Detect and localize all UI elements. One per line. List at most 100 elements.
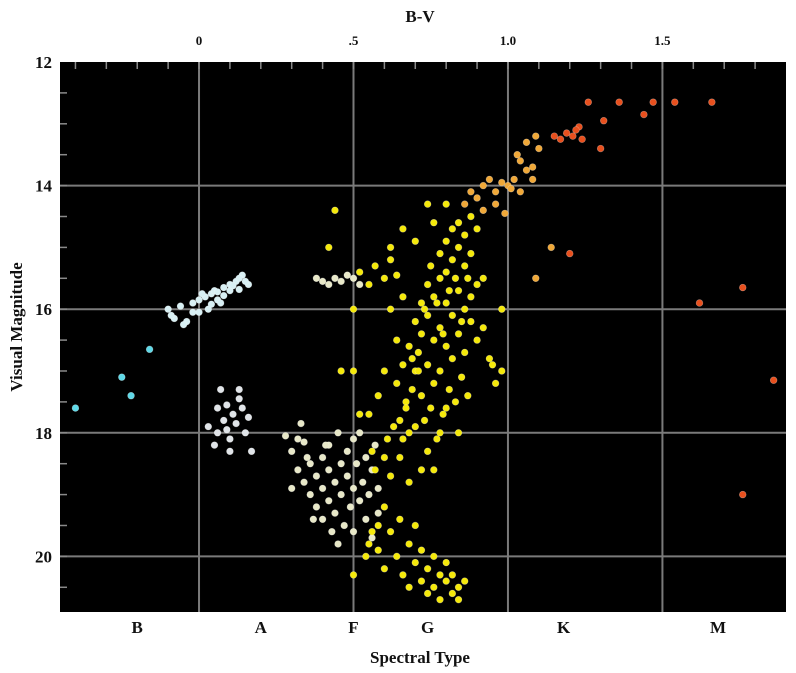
data-point bbox=[417, 466, 426, 474]
spectral-type-label: M bbox=[710, 618, 726, 637]
data-point bbox=[349, 367, 358, 375]
data-point bbox=[294, 435, 302, 443]
data-point bbox=[442, 200, 450, 208]
data-point bbox=[380, 453, 389, 462]
data-point bbox=[355, 268, 364, 276]
data-point bbox=[600, 117, 608, 125]
data-point bbox=[195, 308, 203, 316]
data-point bbox=[649, 98, 657, 106]
data-points bbox=[71, 98, 778, 604]
y-axis-ticks: 12 14 16 18 20 bbox=[35, 53, 53, 566]
data-point bbox=[491, 200, 500, 208]
data-point bbox=[402, 398, 410, 406]
y-tick-label: 12 bbox=[35, 53, 52, 72]
data-point bbox=[436, 274, 444, 282]
data-point bbox=[238, 404, 246, 412]
data-point bbox=[420, 305, 429, 313]
data-point bbox=[423, 311, 432, 320]
data-point bbox=[448, 571, 457, 579]
data-point bbox=[118, 373, 126, 381]
data-point bbox=[528, 175, 537, 184]
top-tick-label: 1.0 bbox=[500, 33, 516, 48]
y-tick-label: 20 bbox=[35, 547, 52, 566]
data-point bbox=[448, 225, 457, 233]
data-point bbox=[235, 274, 243, 282]
data-point bbox=[448, 256, 457, 264]
data-point bbox=[235, 385, 243, 394]
y-tick-label: 18 bbox=[35, 424, 52, 443]
data-point bbox=[414, 348, 423, 357]
data-point bbox=[294, 466, 302, 474]
data-point bbox=[374, 484, 382, 493]
data-point bbox=[399, 435, 407, 443]
data-point bbox=[179, 320, 188, 329]
data-point bbox=[359, 478, 367, 486]
data-point bbox=[167, 311, 175, 320]
data-point bbox=[479, 206, 487, 215]
data-point bbox=[461, 231, 469, 239]
data-point bbox=[522, 138, 531, 147]
data-point bbox=[195, 296, 203, 304]
data-point bbox=[355, 429, 364, 437]
data-point bbox=[198, 290, 206, 298]
data-point bbox=[210, 441, 219, 449]
data-point bbox=[337, 490, 345, 499]
data-point bbox=[436, 324, 444, 332]
data-point bbox=[220, 416, 228, 425]
data-point bbox=[498, 305, 506, 313]
data-point bbox=[430, 466, 438, 474]
data-point bbox=[417, 577, 426, 585]
spectral-type-label: A bbox=[255, 618, 268, 637]
data-point bbox=[371, 262, 379, 270]
data-point bbox=[436, 367, 444, 375]
data-point bbox=[226, 447, 234, 456]
data-point bbox=[312, 503, 321, 511]
data-point bbox=[189, 299, 197, 307]
data-point bbox=[423, 361, 432, 369]
data-point bbox=[405, 540, 413, 548]
data-point bbox=[411, 558, 419, 567]
minor-ticks bbox=[60, 62, 756, 589]
data-point bbox=[331, 478, 339, 486]
data-point bbox=[318, 515, 327, 524]
bottom-axis-title: Spectral Type bbox=[370, 648, 470, 667]
data-point bbox=[145, 345, 154, 354]
data-point bbox=[374, 392, 382, 400]
data-point bbox=[442, 577, 450, 585]
data-point bbox=[399, 571, 407, 579]
data-point bbox=[439, 330, 447, 338]
data-point bbox=[596, 144, 605, 153]
data-point bbox=[411, 317, 419, 326]
data-point bbox=[312, 274, 321, 282]
data-point bbox=[374, 546, 382, 554]
data-point bbox=[448, 311, 457, 320]
data-point bbox=[349, 274, 358, 282]
data-point bbox=[334, 540, 342, 548]
data-point bbox=[454, 286, 463, 295]
data-point bbox=[454, 218, 463, 227]
data-point bbox=[365, 540, 373, 548]
data-point bbox=[355, 497, 364, 505]
spectral-type-label: B bbox=[132, 618, 143, 637]
data-point bbox=[408, 385, 416, 394]
data-point bbox=[213, 404, 222, 412]
data-point bbox=[442, 342, 450, 350]
data-point bbox=[467, 212, 475, 221]
data-point bbox=[325, 243, 333, 252]
data-point bbox=[572, 126, 580, 134]
data-point bbox=[467, 188, 475, 196]
top-axis-ticks: 0 .5 1.0 1.5 bbox=[196, 33, 671, 48]
data-point bbox=[445, 286, 453, 295]
data-point bbox=[411, 521, 419, 530]
data-point bbox=[355, 280, 364, 289]
data-point bbox=[532, 132, 540, 140]
data-point bbox=[473, 225, 481, 233]
data-point bbox=[288, 447, 296, 456]
data-point bbox=[331, 274, 339, 282]
data-point bbox=[436, 571, 444, 579]
data-point bbox=[516, 157, 525, 165]
data-point bbox=[405, 429, 413, 437]
data-point bbox=[386, 472, 395, 480]
data-point bbox=[461, 348, 469, 357]
data-point bbox=[325, 497, 333, 505]
